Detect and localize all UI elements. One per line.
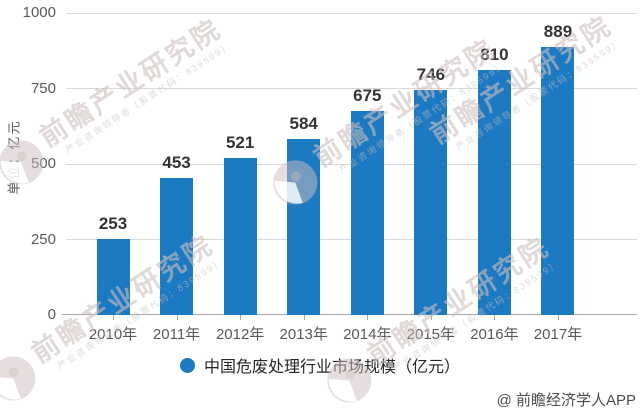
bar-value-label: 889	[543, 21, 573, 41]
x-tick-label: 2017年	[533, 326, 583, 343]
x-tick-label: 2014年	[343, 326, 392, 343]
bar	[160, 178, 194, 315]
y-tick-label: 750	[30, 79, 56, 97]
bar	[96, 238, 130, 315]
bar	[287, 138, 321, 315]
legend-label: 中国危废处理行业市场规模（亿元）	[203, 359, 460, 376]
y-tick-label: 1000	[22, 4, 56, 21]
x-tick-label: 2013年	[279, 326, 328, 343]
x-tick-label: 2015年	[406, 326, 456, 343]
x-tick-label: 2010年	[88, 326, 138, 343]
bar-value-label: 810	[480, 45, 509, 65]
bar-value-label: 675	[353, 86, 382, 106]
x-axis-tick	[557, 315, 559, 320]
x-axis-tick	[113, 315, 114, 320]
x-axis-line	[62, 314, 637, 315]
bar-value-label: 253	[98, 213, 128, 233]
bar	[223, 157, 257, 315]
bar	[477, 70, 511, 315]
attribution-text: @ 前瞻经济学人APP	[496, 392, 636, 409]
y-tick-label: 0	[47, 306, 56, 323]
x-tick-label: 2011年	[152, 326, 201, 343]
x-axis-tick	[176, 315, 178, 320]
bar	[414, 89, 448, 315]
gridline	[66, 12, 637, 14]
bar-value-label: 746	[416, 64, 446, 84]
y-axis-title: 单位：亿元	[6, 119, 22, 195]
legend: 中国危废处理行业市场规模（亿元）	[0, 354, 640, 376]
gridline	[66, 88, 637, 89]
bar-value-label: 584	[289, 113, 318, 133]
x-axis-tick	[303, 315, 305, 320]
x-tick-label: 2016年	[470, 326, 519, 343]
plot-area: 253 2010年 453 2011年 521 2012年 584 2013年 675 2014年…	[62, 12, 637, 343]
bar-value-label: 521	[225, 132, 255, 152]
x-axis-tick	[367, 315, 369, 320]
legend-dot-icon	[179, 357, 195, 373]
bar	[350, 111, 384, 315]
x-axis-tick	[494, 315, 496, 320]
x-axis-tick	[240, 315, 242, 320]
bar-value-label: 453	[162, 153, 191, 173]
bar	[541, 46, 575, 315]
x-tick-label: 2012年	[215, 326, 265, 343]
x-axis-tick	[430, 315, 432, 320]
y-tick-label: 250	[30, 230, 56, 248]
